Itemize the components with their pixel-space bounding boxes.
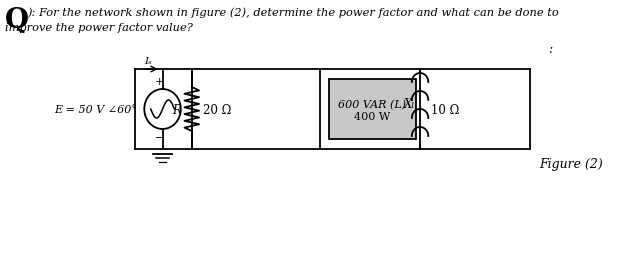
Bar xyxy=(328,80,415,139)
Text: +: + xyxy=(155,77,164,87)
Text: improve the power factor value?: improve the power factor value? xyxy=(5,23,193,33)
Text: :: : xyxy=(548,43,552,56)
Text: 20 Ω: 20 Ω xyxy=(203,103,231,116)
Text: Xₗ: Xₗ xyxy=(404,98,415,111)
Text: 400 W: 400 W xyxy=(354,112,390,121)
Text: −: − xyxy=(155,133,164,142)
Text: 10 Ω: 10 Ω xyxy=(431,103,459,116)
Text: Iₛ: Iₛ xyxy=(144,57,152,66)
Text: R: R xyxy=(172,103,181,116)
Text: E = 50 V ∠60°: E = 50 V ∠60° xyxy=(54,105,137,115)
Text: Q: Q xyxy=(5,7,29,34)
Text: ): For the network shown in figure (2), determine the power factor and what can : ): For the network shown in figure (2), … xyxy=(28,7,559,18)
Text: Figure (2): Figure (2) xyxy=(539,157,603,170)
Text: 600 VAR (L): 600 VAR (L) xyxy=(338,100,406,110)
